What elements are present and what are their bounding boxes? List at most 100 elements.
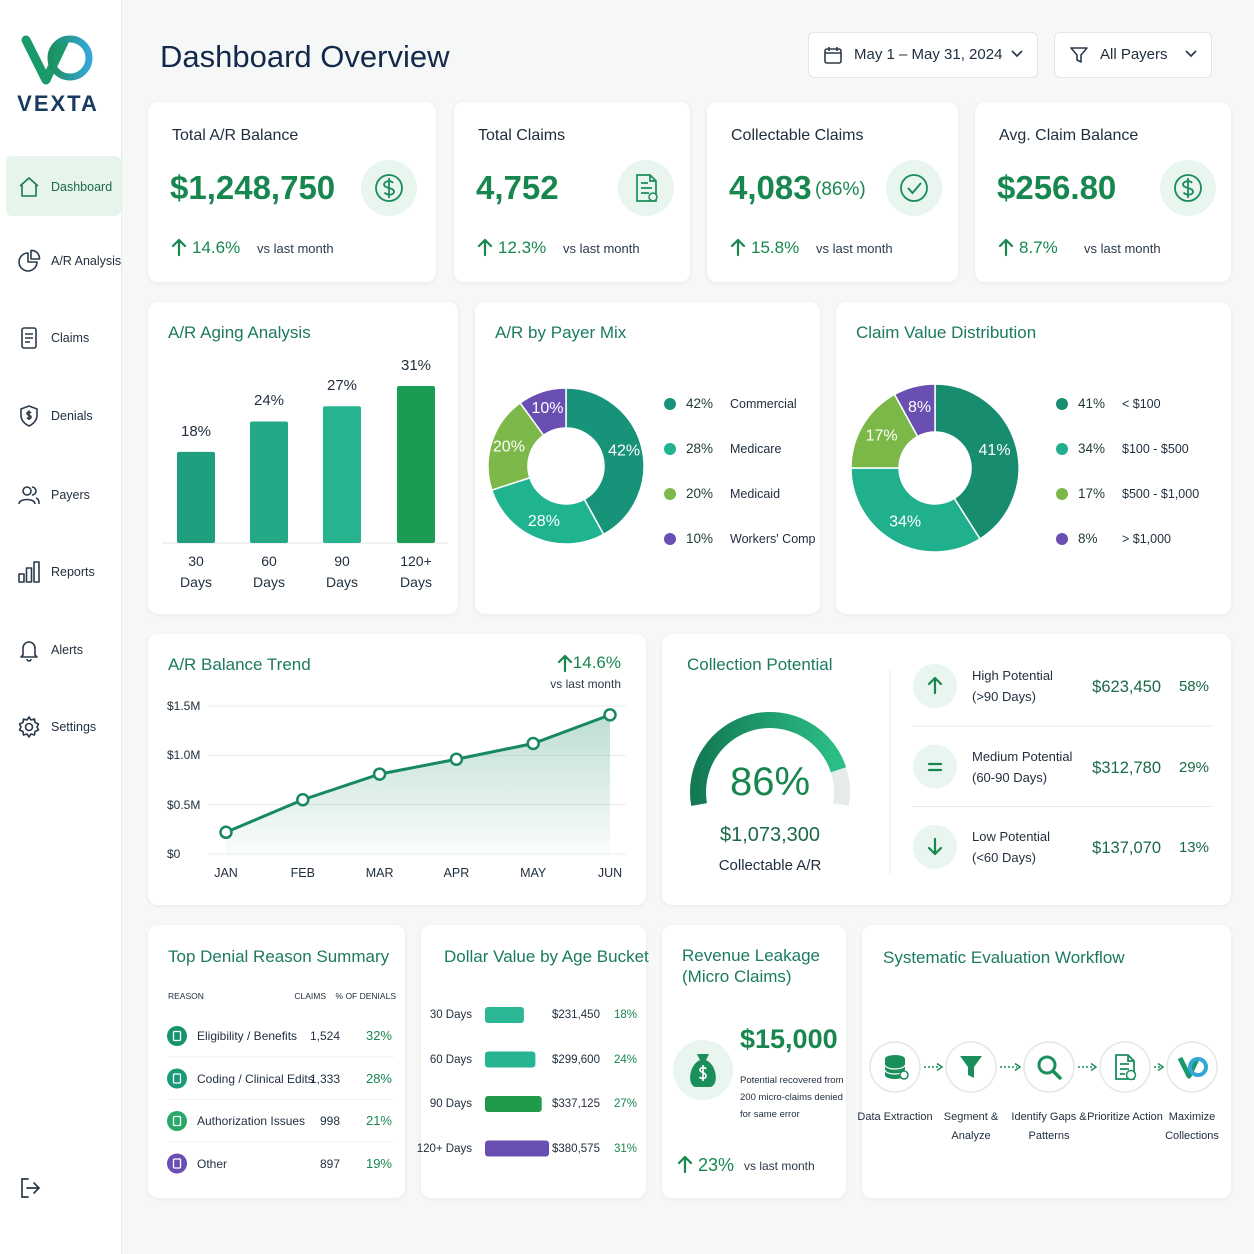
filter-button[interactable]: May 1 – May 31, 2024 (808, 32, 1038, 78)
denial-share: 32% (365, 1028, 392, 1043)
y-tick-label: 60 Days (429, 1053, 472, 1066)
legend-label: $500 - $1,000 (1122, 487, 1200, 501)
icon-part (21, 1178, 41, 1198)
reason: Other (197, 1156, 228, 1171)
legend-label: < $100 (1122, 397, 1161, 411)
y-tick-label: 90 Days (429, 1098, 472, 1110)
step-label: Prioritize Action (1087, 1111, 1163, 1123)
legend-dot (1056, 398, 1068, 410)
x-tick-label: 90 Days (326, 553, 358, 590)
row-icon (927, 676, 943, 695)
nav-icon (18, 249, 41, 272)
kpi-value: $1,248,750 (170, 169, 336, 206)
legend-value: 41% (1078, 396, 1106, 411)
gauge-value: 86% (729, 760, 811, 804)
gauge-amount: $1,073,300 (719, 824, 821, 846)
nav-item[interactable]: A/R Analysis (51, 254, 122, 268)
icon-part (1037, 1055, 1057, 1075)
claims: 998 (319, 1114, 340, 1128)
icon-part (18, 561, 40, 583)
icon-part (1185, 50, 1197, 58)
bar-share: 24% (614, 1053, 638, 1066)
hbar-chart (485, 1007, 549, 1157)
pie-slice (565, 387, 645, 536)
icon-part (22, 486, 32, 496)
aging-chart (162, 386, 448, 544)
bar-value-label: $380,575 (552, 1142, 600, 1155)
nav-item[interactable]: Reports (51, 565, 95, 579)
step-icon (884, 1055, 909, 1080)
row-icon-glyph (172, 1030, 182, 1042)
column-header: CLAIMS (294, 991, 326, 1001)
nav-item[interactable]: Claims (51, 331, 90, 345)
nav-item[interactable]: Alerts (51, 643, 83, 657)
slice-label: 42% (608, 442, 640, 459)
legend-value: 20% (686, 486, 714, 501)
icon-part (47, 35, 93, 81)
nav-item[interactable]: Denials (51, 409, 93, 423)
card-title: Claim Value Distribution (856, 323, 1037, 342)
row-amount: $312,780 (1092, 758, 1161, 777)
icon-part (1182, 178, 1194, 198)
kpi-card: Total Claims 4,752 12.3% vs last month (454, 102, 690, 282)
gauge-caption: Collectable A/R (718, 857, 822, 874)
kpi-value: 4,752 (476, 169, 559, 206)
row-icon-glyph (172, 1158, 182, 1169)
icon-part (927, 676, 943, 695)
bar-value-label: $299,600 (552, 1053, 600, 1066)
leakage-change: 23% (698, 1155, 735, 1175)
button-label[interactable]: May 1 – May 31, 2024 (854, 46, 1003, 63)
slice-label: 20% (493, 439, 525, 456)
x-tick-label: MAR (365, 866, 394, 880)
legend-value: 10% (686, 531, 714, 546)
nav-item[interactable]: Dashboard (51, 180, 113, 194)
icon-part (33, 561, 40, 583)
icon-part (636, 174, 657, 202)
bar (485, 1051, 536, 1068)
chevron (1185, 50, 1197, 58)
card-title: A/R by Payer Mix (495, 323, 627, 342)
up-arrow (730, 238, 746, 257)
card-title: A/R Balance Trend (168, 655, 311, 674)
x-tick-label: 30 Days (180, 553, 212, 590)
sidebar: VEXTA Dashboard A/R Analysis Claims Denials P… (0, 0, 122, 1254)
icon-part (31, 486, 40, 505)
brand-name: VEXTA (17, 91, 99, 116)
up-arrow (998, 238, 1014, 257)
legend-dot (1056, 443, 1068, 455)
kpi-card: Collectable Claims 4,083 (86%) 15.8% vs last… (707, 102, 958, 282)
nav-item[interactable]: Payers (51, 488, 90, 502)
icon-part (24, 722, 34, 732)
reason: Authorization Issues (197, 1114, 306, 1128)
icon-part (825, 47, 841, 54)
icon-part (1070, 47, 1088, 63)
icon-part (557, 654, 573, 673)
y-tick-label: $1.0M (167, 748, 201, 763)
up-arrow (171, 238, 187, 257)
x-tick-label: FEB (290, 866, 315, 880)
pie-slice (850, 467, 982, 553)
y-tick-label: $0 (167, 847, 181, 861)
aging-card: A/R Aging Analysis 18% 30 Days 24% 60 Days 27… (148, 302, 458, 614)
pie-slice (519, 387, 567, 437)
row-amount: $623,450 (1092, 678, 1161, 696)
trend-change: 14.6% (572, 653, 621, 672)
bar (177, 451, 215, 543)
bar-share: 27% (614, 1098, 638, 1110)
icon-part (1174, 174, 1202, 202)
icon-part (26, 410, 32, 420)
nav-item[interactable]: Settings (51, 720, 97, 734)
nav-icon (20, 641, 38, 662)
filter-button[interactable]: All Payers (1054, 32, 1212, 78)
button-label[interactable]: All Payers (1100, 46, 1168, 63)
row-icon (167, 1153, 187, 1174)
step-label: Identify Gaps & Patterns (1011, 1111, 1087, 1142)
slice-label: 34% (889, 514, 921, 531)
kpi-change: 12.3% (498, 238, 547, 257)
icon-part (1188, 1057, 1208, 1077)
data-point (296, 792, 310, 807)
legend-value: 42% (686, 396, 714, 411)
icon-part (375, 174, 403, 202)
legend-label: Medicaid (730, 487, 781, 501)
row-label: Low Potential (972, 829, 1051, 844)
